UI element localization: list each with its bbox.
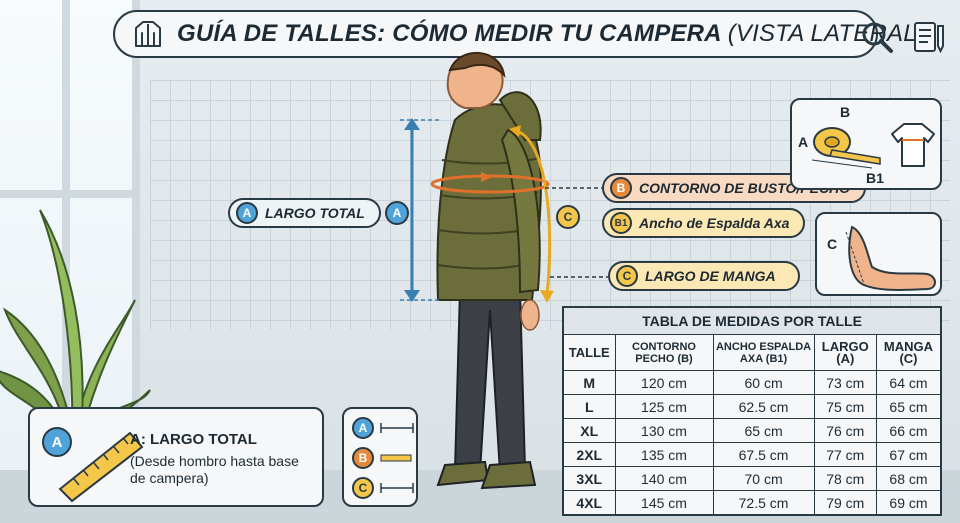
table-header-row: TALLE CONTORNO PECHO (B) ANCHO ESPALDA A… <box>562 334 942 371</box>
table-title: TABLA DE MEDIDAS POR TALLE <box>562 306 942 335</box>
table-cell: 79 cm <box>813 490 877 516</box>
table-cell: 145 cm <box>614 490 714 516</box>
notepad-pencil-icon[interactable] <box>912 20 946 54</box>
mini-legend-a-badge: A <box>352 417 374 439</box>
measuring-tape-icon <box>811 127 881 169</box>
table-cell: 130 cm <box>614 418 714 444</box>
table-cell: 125 cm <box>614 394 714 420</box>
table-cell: 65 cm <box>875 394 942 420</box>
table-cell: 69 cm <box>875 490 942 516</box>
length-arrow-a <box>400 118 440 302</box>
title-bar: GUÍA DE TALLES: CÓMO MEDIR TU CAMPERA (V… <box>113 10 925 58</box>
table-cell: 76 cm <box>813 418 877 444</box>
tshirt-icon <box>891 123 935 167</box>
jacket-icon <box>135 21 161 47</box>
page-subtitle: (VISTA LATERAL) <box>727 20 925 47</box>
table-header-largo: LARGO (A) <box>813 334 877 371</box>
table-cell: 65 cm <box>712 418 815 444</box>
callout-largo-manga: C LARGO DE MANGA <box>608 261 800 291</box>
table-cell: 60 cm <box>712 369 815 396</box>
mini-legend-c: C <box>352 477 414 499</box>
callout-contorno-badge: B <box>610 177 632 199</box>
callout-largo-label: LARGO TOTAL <box>265 205 365 221</box>
table-cell: 67 cm <box>875 442 942 468</box>
marker-a: A <box>385 201 409 225</box>
page-title: GUÍA DE TALLES: CÓMO MEDIR TU CAMPERA (V… <box>177 20 925 47</box>
size-table: TABLA DE MEDIDAS POR TALLE TALLE CONTORN… <box>562 306 942 516</box>
legend-badge: A <box>42 427 72 457</box>
legend-description: (Desde hombro hasta base de campera) <box>130 453 299 486</box>
mini-legend-c-badge: C <box>352 477 374 499</box>
tape-strip-icon <box>380 454 412 462</box>
diagram-label-b1: B1 <box>866 170 884 186</box>
table-row: 4XL 145 cm 72.5 cm 79 cm 69 cm <box>562 490 942 516</box>
table-cell: 120 cm <box>614 369 714 396</box>
ruler-line-icon <box>380 423 414 433</box>
table-cell: 62.5 cm <box>712 394 815 420</box>
table-cell-size: 2XL <box>562 442 616 468</box>
sleeve-arc-c <box>509 125 554 303</box>
callout-espalda-label: Ancho de Espalda Axa <box>639 215 790 231</box>
legend-card: A A: LARGO TOTAL (Desde hombro hasta bas… <box>28 407 324 507</box>
table-header-talle: TALLE <box>562 334 616 371</box>
callout-manga-label: LARGO DE MANGA <box>645 268 776 284</box>
callout-largo-total: A LARGO TOTAL <box>228 198 381 228</box>
mini-legend-b-badge: B <box>352 447 374 469</box>
table-cell: 70 cm <box>712 466 815 492</box>
table-cell: 135 cm <box>614 442 714 468</box>
table-row: M 120 cm 60 cm 73 cm 64 cm <box>562 369 942 396</box>
table-cell-size: XL <box>562 418 616 444</box>
table-row: 3XL 140 cm 70 cm 78 cm 68 cm <box>562 466 942 492</box>
diagram-label-c: C <box>827 236 838 252</box>
callout-manga-badge: C <box>616 265 638 287</box>
ruler-line-icon <box>380 483 414 493</box>
callout-ancho-espalda: B1 Ancho de Espalda Axa <box>602 208 806 238</box>
table-cell: 77 cm <box>813 442 877 468</box>
callout-espalda-badge: B1 <box>610 212 632 234</box>
table-cell: 72.5 cm <box>712 490 815 516</box>
table-row: XL 130 cm 65 cm 76 cm 66 cm <box>562 418 942 444</box>
arm-diagram-card: C <box>815 212 942 296</box>
search-icon[interactable] <box>860 20 894 54</box>
table-row: 2XL 135 cm 67.5 cm 77 cm 67 cm <box>562 442 942 468</box>
mini-legend-card: A B C <box>342 407 418 507</box>
callout-leader-lines <box>360 187 608 278</box>
table-cell: 67.5 cm <box>712 442 815 468</box>
table-cell: 73 cm <box>813 369 877 396</box>
table-cell: 78 cm <box>813 466 877 492</box>
table-cell-size: M <box>562 369 616 396</box>
table-cell-size: 3XL <box>562 466 616 492</box>
table-cell: 75 cm <box>813 394 877 420</box>
table-header-contorno: CONTORNO PECHO (B) <box>614 334 714 371</box>
table-cell: 64 cm <box>875 369 942 396</box>
mini-legend-a: A <box>352 417 414 439</box>
arm-icon <box>845 225 936 291</box>
ruler-icon <box>58 431 144 503</box>
person-illustration <box>436 52 542 490</box>
table-cell: 68 cm <box>875 466 942 492</box>
callout-largo-badge: A <box>236 202 258 224</box>
table-header-manga: MANGA (C) <box>875 334 942 371</box>
table-cell: 66 cm <box>875 418 942 444</box>
table-cell: 140 cm <box>614 466 714 492</box>
diagram-label-b: B <box>840 104 851 120</box>
mini-legend-b: B <box>352 447 413 469</box>
table-row: L 125 cm 62.5 cm 75 cm 65 cm <box>562 394 942 420</box>
table-header-espalda: ANCHO ESPALDA AXA (B1) <box>712 334 815 371</box>
table-cell-size: L <box>562 394 616 420</box>
legend-title: A: LARGO TOTAL <box>130 431 257 448</box>
tape-shirt-diagram-card: B A B1 <box>790 98 942 190</box>
diagram-label-a: A <box>798 134 809 150</box>
chest-circle-b <box>430 172 550 194</box>
table-cell-size: 4XL <box>562 490 616 516</box>
marker-c: C <box>556 205 580 229</box>
